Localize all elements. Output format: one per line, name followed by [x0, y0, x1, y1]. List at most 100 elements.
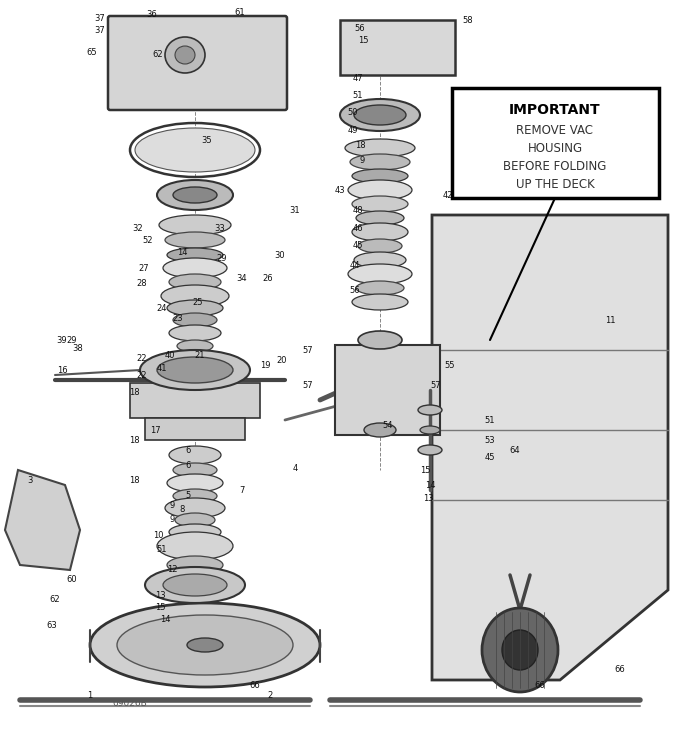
- Text: 54: 54: [383, 421, 393, 430]
- Text: 09026B: 09026B: [113, 699, 148, 708]
- Bar: [452, 88, 659, 198]
- Ellipse shape: [187, 638, 223, 652]
- Ellipse shape: [173, 313, 217, 327]
- Text: 13: 13: [423, 494, 433, 503]
- Ellipse shape: [145, 567, 245, 603]
- Text: 56: 56: [350, 285, 360, 295]
- Ellipse shape: [157, 357, 233, 383]
- Text: 36: 36: [147, 10, 157, 18]
- Text: 38: 38: [73, 343, 84, 352]
- Text: 51: 51: [353, 91, 363, 99]
- Text: 66: 66: [250, 680, 260, 690]
- Ellipse shape: [418, 405, 442, 415]
- Text: 60: 60: [67, 576, 78, 584]
- Text: 50: 50: [347, 108, 358, 116]
- Bar: [130, 383, 260, 418]
- Ellipse shape: [169, 274, 221, 290]
- FancyBboxPatch shape: [108, 16, 287, 110]
- Ellipse shape: [175, 46, 195, 64]
- Ellipse shape: [358, 331, 402, 349]
- Ellipse shape: [340, 99, 420, 131]
- Text: 29: 29: [67, 335, 78, 344]
- Text: 7: 7: [239, 486, 245, 495]
- Bar: [335, 345, 440, 435]
- Bar: [340, 20, 455, 75]
- Text: 12: 12: [167, 565, 177, 575]
- Text: 2: 2: [267, 691, 273, 699]
- Ellipse shape: [157, 180, 233, 210]
- Text: 26: 26: [262, 273, 273, 282]
- Text: 11: 11: [605, 315, 615, 324]
- Text: 15: 15: [420, 466, 430, 475]
- Ellipse shape: [354, 252, 406, 268]
- Text: 29: 29: [217, 254, 227, 262]
- Ellipse shape: [350, 154, 410, 170]
- Text: 16: 16: [56, 366, 67, 374]
- Text: 52: 52: [143, 236, 153, 245]
- Text: 19: 19: [260, 360, 270, 369]
- Text: 18: 18: [129, 475, 139, 484]
- Ellipse shape: [163, 574, 227, 596]
- Text: 62: 62: [50, 595, 61, 604]
- Text: 45: 45: [353, 240, 363, 250]
- Ellipse shape: [420, 426, 440, 434]
- Ellipse shape: [364, 423, 396, 437]
- Text: 55: 55: [445, 360, 455, 369]
- Ellipse shape: [167, 300, 223, 316]
- Ellipse shape: [165, 37, 205, 73]
- Text: 9: 9: [359, 156, 364, 164]
- Text: UP THE DECK: UP THE DECK: [515, 178, 594, 190]
- Ellipse shape: [167, 474, 223, 492]
- Text: 9: 9: [169, 500, 175, 509]
- Text: 63: 63: [47, 621, 57, 629]
- Text: 66: 66: [615, 666, 626, 674]
- Ellipse shape: [161, 285, 229, 307]
- Text: 18: 18: [129, 436, 139, 444]
- Text: 61: 61: [235, 7, 245, 16]
- Text: 32: 32: [133, 223, 143, 232]
- Ellipse shape: [354, 105, 406, 125]
- Text: 51: 51: [157, 545, 167, 554]
- Text: 47: 47: [353, 74, 363, 83]
- Text: 23: 23: [173, 313, 184, 323]
- Text: 51: 51: [485, 416, 495, 425]
- Text: 13: 13: [154, 590, 165, 599]
- Text: 31: 31: [290, 206, 301, 214]
- Text: 14: 14: [177, 248, 187, 256]
- Text: 4: 4: [292, 464, 298, 472]
- Text: 15: 15: [155, 604, 165, 612]
- Text: 21: 21: [194, 351, 205, 360]
- Ellipse shape: [352, 196, 408, 212]
- Ellipse shape: [352, 169, 408, 183]
- Text: 17: 17: [150, 425, 160, 435]
- Text: 22: 22: [137, 371, 148, 380]
- Text: 58: 58: [462, 15, 473, 24]
- Ellipse shape: [140, 350, 250, 390]
- Ellipse shape: [173, 489, 217, 503]
- Text: 5: 5: [186, 491, 190, 500]
- Text: 43: 43: [335, 186, 345, 195]
- Text: 53: 53: [485, 436, 495, 444]
- Ellipse shape: [502, 630, 538, 670]
- Ellipse shape: [169, 325, 221, 341]
- Ellipse shape: [169, 446, 221, 464]
- Text: 24: 24: [157, 304, 167, 312]
- Ellipse shape: [175, 513, 215, 527]
- Text: 57: 57: [303, 380, 313, 389]
- Text: 40: 40: [165, 351, 175, 360]
- Text: 18: 18: [129, 388, 139, 397]
- Ellipse shape: [356, 281, 404, 295]
- Ellipse shape: [173, 463, 217, 477]
- Ellipse shape: [163, 258, 227, 278]
- Text: 20: 20: [277, 355, 287, 365]
- Ellipse shape: [352, 223, 408, 241]
- Text: 62: 62: [153, 49, 163, 58]
- Ellipse shape: [165, 232, 225, 248]
- Text: 30: 30: [275, 251, 286, 259]
- Text: 48: 48: [353, 206, 363, 214]
- Text: 45: 45: [485, 453, 495, 461]
- Text: 25: 25: [192, 298, 203, 307]
- Text: 18: 18: [355, 141, 365, 150]
- Ellipse shape: [345, 139, 415, 157]
- Text: 22: 22: [137, 354, 148, 363]
